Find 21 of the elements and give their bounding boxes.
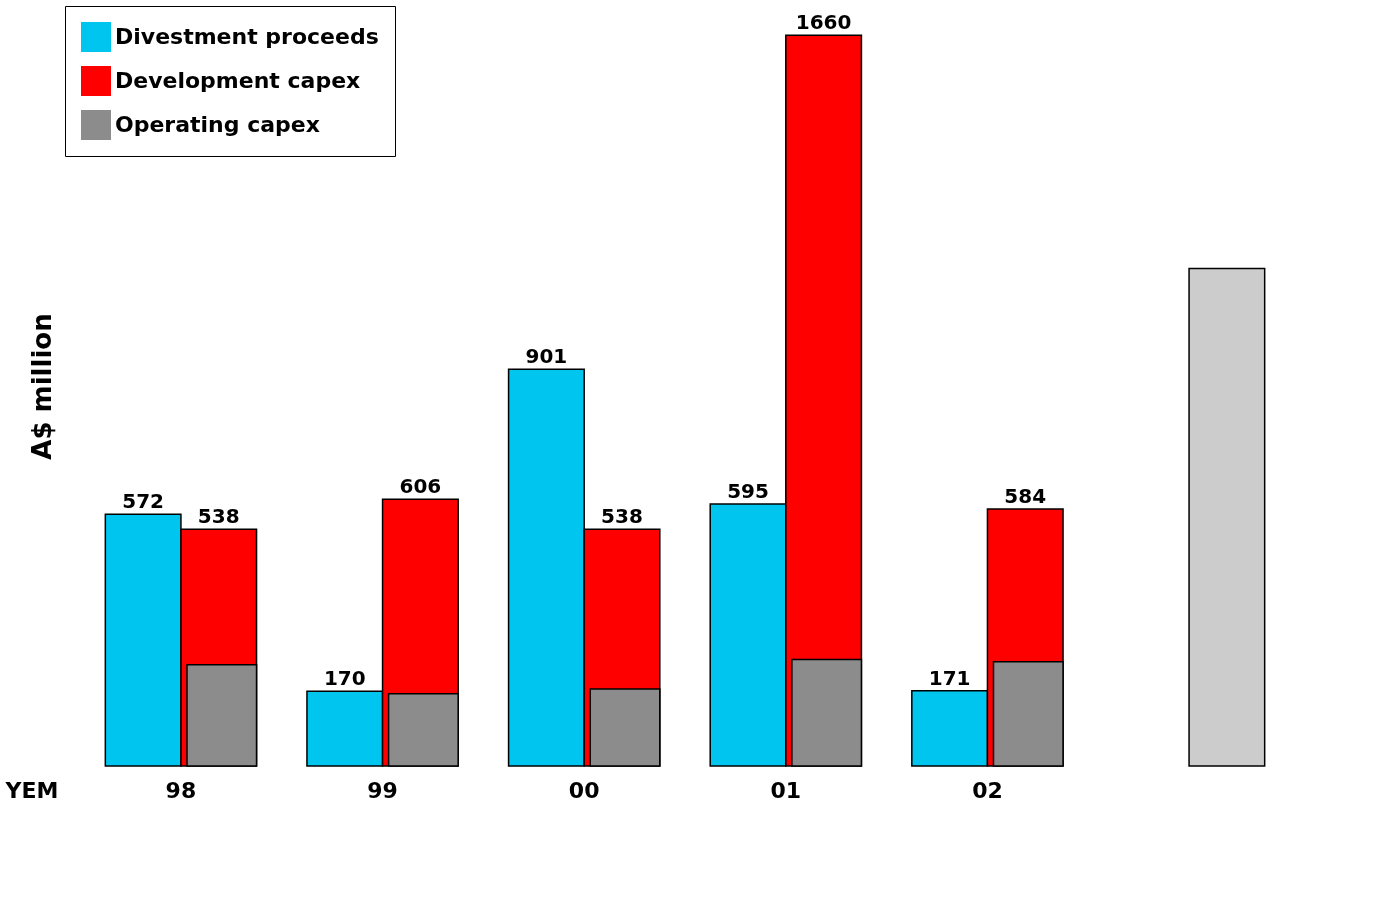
x-tick-label: 99 [367, 777, 398, 803]
y-axis-title: A$ million [26, 313, 57, 460]
x-tick-label: 02 [972, 777, 1003, 803]
data-label: 595 [727, 479, 769, 504]
legend-label: Development capex [115, 68, 361, 93]
x-tick-label: 98 [165, 777, 197, 803]
data-label: 538 [601, 504, 643, 529]
data-label: 538 [197, 504, 240, 529]
data-label: 584 [1004, 483, 1047, 508]
x-tick-label: 00 [568, 777, 600, 803]
legend-label: Operating capex [115, 112, 320, 137]
x-axis-title: YEM [4, 777, 59, 803]
bar [1188, 267, 1266, 767]
data-label: 572 [122, 489, 165, 514]
data-label: 171 [928, 665, 971, 690]
legend-label: Divestment proceeds [115, 24, 379, 49]
x-tick-label: 01 [770, 777, 802, 803]
data-label: 901 [525, 344, 568, 369]
data-label: 170 [323, 666, 366, 691]
data-label: 1660 [795, 10, 852, 35]
data-label: 606 [399, 474, 442, 499]
